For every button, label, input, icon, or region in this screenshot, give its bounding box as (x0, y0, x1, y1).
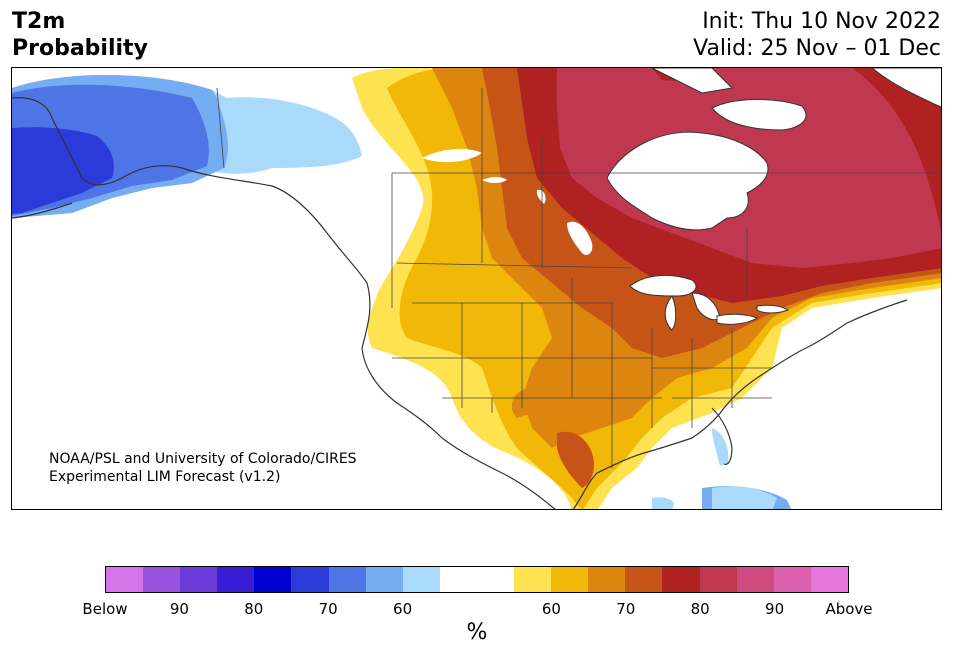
colorbar-tick-label: 70 (616, 600, 636, 618)
colorbar-tick-label: 80 (244, 600, 264, 618)
map-title: T2m Probability (12, 8, 148, 62)
colorbar-unit: % (466, 620, 488, 645)
colorbar-cell (588, 567, 626, 592)
colorbar-cell (365, 567, 403, 592)
colorbar-cell (736, 567, 774, 592)
title-line-variable: T2m (12, 9, 66, 34)
colorbar-cell (328, 567, 366, 592)
forecast-map (11, 67, 942, 510)
colorbar-cell (662, 567, 700, 592)
forecast-dates: Init: Thu 10 Nov 2022 Valid: 25 Nov – 01… (693, 8, 941, 62)
init-date: Init: Thu 10 Nov 2022 (702, 9, 941, 34)
colorbar-tick-label: 90 (169, 600, 189, 618)
colorbar-cell (625, 567, 663, 592)
colorbar-tick-label: 60 (393, 600, 413, 618)
colorbar-tick-label: Above (825, 600, 873, 618)
probability-colorbar (105, 566, 849, 593)
colorbar-cell (476, 567, 515, 592)
colorbar-tick-label: 80 (690, 600, 710, 618)
water-bodies (422, 68, 941, 473)
colorbar-tick-label: 90 (765, 600, 785, 618)
map-canvas (12, 68, 941, 509)
political-borders (216, 87, 941, 468)
colorbar-cell (254, 567, 292, 592)
coastlines (12, 97, 908, 509)
credit-line-2: Experimental LIM Forecast (v1.2) (49, 469, 281, 485)
data-credit: NOAA/PSL and University of Colorado/CIRE… (49, 450, 357, 486)
colorbar-tick-label: 60 (541, 600, 561, 618)
colorbar-cell (217, 567, 255, 592)
colorbar-cell (439, 567, 477, 592)
colorbar-cell (291, 567, 329, 592)
title-line-type: Probability (12, 36, 148, 61)
colorbar-cell (810, 567, 848, 592)
below-normal-region (12, 75, 792, 509)
credit-line-1: NOAA/PSL and University of Colorado/CIRE… (49, 451, 357, 467)
colorbar-cell (143, 567, 181, 592)
colorbar-cell (180, 567, 218, 592)
colorbar-cell (106, 567, 144, 592)
colorbar-cell (551, 567, 589, 592)
colorbar-tick-label: 70 (318, 600, 338, 618)
colorbar-cell (699, 567, 737, 592)
colorbar-cell (773, 567, 811, 592)
colorbar-cell (514, 567, 552, 592)
colorbar-cell (402, 567, 440, 592)
valid-range: Valid: 25 Nov – 01 Dec (693, 36, 941, 61)
colorbar-tick-label: Below (82, 600, 128, 618)
